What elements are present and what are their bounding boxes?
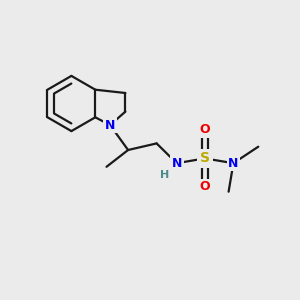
Text: N: N	[228, 157, 239, 170]
Text: S: S	[200, 152, 210, 165]
Text: O: O	[200, 180, 210, 194]
Text: N: N	[105, 118, 115, 132]
Text: H: H	[160, 169, 169, 180]
Text: O: O	[200, 123, 210, 136]
Text: N: N	[172, 157, 182, 170]
